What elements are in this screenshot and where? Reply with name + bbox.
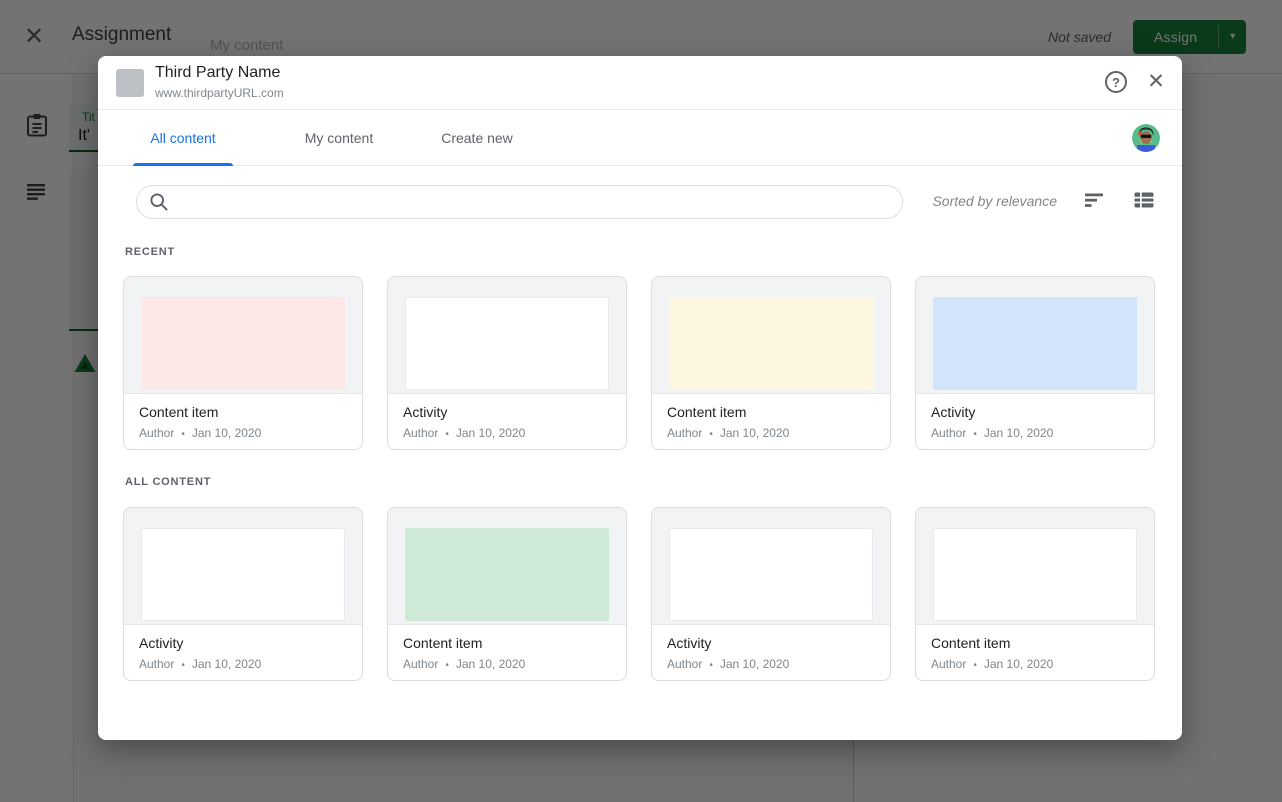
card-footer: Activity Author • Jan 10, 2020: [916, 394, 1154, 440]
card-thumbnail: [388, 508, 626, 625]
content-card[interactable]: Content item Author • Jan 10, 2020: [387, 507, 627, 681]
third-party-name: Third Party Name: [155, 64, 281, 81]
content-card[interactable]: Content item Author • Jan 10, 2020: [651, 276, 891, 450]
thumbnail-page: [669, 297, 873, 390]
card-meta: Author • Jan 10, 2020: [139, 426, 262, 440]
third-party-picker-dialog: Third Party Name www.thirdpartyURL.com ?…: [98, 56, 1182, 740]
card-meta: Author • Jan 10, 2020: [403, 426, 526, 440]
dialog-header: Third Party Name www.thirdpartyURL.com ?…: [98, 56, 1182, 110]
content-card[interactable]: Activity Author • Jan 10, 2020: [387, 276, 627, 450]
card-title: Content item: [403, 635, 483, 651]
content-card[interactable]: Activity Author • Jan 10, 2020: [651, 507, 891, 681]
thumbnail-page: [405, 297, 609, 390]
content-card[interactable]: Activity Author • Jan 10, 2020: [915, 276, 1155, 450]
card-title: Activity: [139, 635, 184, 651]
card-thumbnail: [124, 508, 362, 625]
card-footer: Content item Author • Jan 10, 2020: [652, 394, 890, 440]
content-card[interactable]: Content item Author • Jan 10, 2020: [915, 507, 1155, 681]
thumbnail-page: [405, 528, 609, 621]
tab-create-new[interactable]: Create new: [441, 130, 513, 146]
content-tabs: All content My content Create new: [98, 110, 1182, 166]
card-thumbnail: [652, 277, 890, 394]
card-meta: Author • Jan 10, 2020: [139, 657, 262, 671]
content-card[interactable]: Activity Author • Jan 10, 2020: [123, 507, 363, 681]
third-party-url: www.thirdpartyURL.com: [155, 86, 284, 100]
all-content-cards-row: Activity Author • Jan 10, 2020 Content ite…: [123, 507, 1155, 681]
search-icon: [149, 192, 169, 217]
card-meta: Author • Jan 10, 2020: [667, 426, 790, 440]
card-meta: Author • Jan 10, 2020: [667, 657, 790, 671]
content-card[interactable]: Content item Author • Jan 10, 2020: [123, 276, 363, 450]
card-title: Activity: [667, 635, 712, 651]
thumbnail-page: [141, 297, 345, 390]
card-footer: Content item Author • Jan 10, 2020: [388, 625, 626, 671]
card-footer: Content item Author • Jan 10, 2020: [916, 625, 1154, 671]
tab-my-content[interactable]: My content: [304, 130, 374, 146]
thumbnail-page: [141, 528, 345, 621]
card-meta: Author • Jan 10, 2020: [931, 426, 1054, 440]
list-view-icon[interactable]: [1134, 192, 1154, 213]
card-title: Activity: [931, 404, 976, 420]
card-thumbnail: [916, 508, 1154, 625]
thumbnail-page: [669, 528, 873, 621]
thumbnail-page: [933, 297, 1137, 390]
card-footer: Activity Author • Jan 10, 2020: [652, 625, 890, 671]
card-footer: Activity Author • Jan 10, 2020: [124, 625, 362, 671]
card-title: Content item: [139, 404, 219, 420]
card-title: Activity: [403, 404, 448, 420]
card-footer: Content item Author • Jan 10, 2020: [124, 394, 362, 440]
search-bar: [136, 185, 903, 219]
user-avatar[interactable]: [1132, 124, 1160, 152]
help-icon[interactable]: ?: [1105, 71, 1127, 93]
card-thumbnail: [124, 277, 362, 394]
sort-status-text: Sorted by relevance: [932, 193, 1057, 209]
card-meta: Author • Jan 10, 2020: [403, 657, 526, 671]
sort-icon[interactable]: [1085, 193, 1104, 213]
tab-all-content[interactable]: All content: [150, 130, 216, 146]
thumbnail-page: [933, 528, 1137, 621]
card-thumbnail: [916, 277, 1154, 394]
section-label-recent: RECENT: [125, 246, 176, 258]
recent-cards-row: Content item Author • Jan 10, 2020 Activit…: [123, 276, 1155, 450]
search-input[interactable]: [136, 185, 903, 219]
card-title: Content item: [931, 635, 1011, 651]
section-label-all-content: ALL CONTENT: [125, 476, 212, 488]
card-thumbnail: [652, 508, 890, 625]
card-thumbnail: [388, 277, 626, 394]
third-party-logo-placeholder: [116, 69, 144, 97]
close-dialog-icon[interactable]: ✕: [1147, 70, 1165, 93]
active-tab-indicator: [133, 163, 233, 166]
card-meta: Author • Jan 10, 2020: [931, 657, 1054, 671]
card-footer: Activity Author • Jan 10, 2020: [388, 394, 626, 440]
card-title: Content item: [667, 404, 747, 420]
